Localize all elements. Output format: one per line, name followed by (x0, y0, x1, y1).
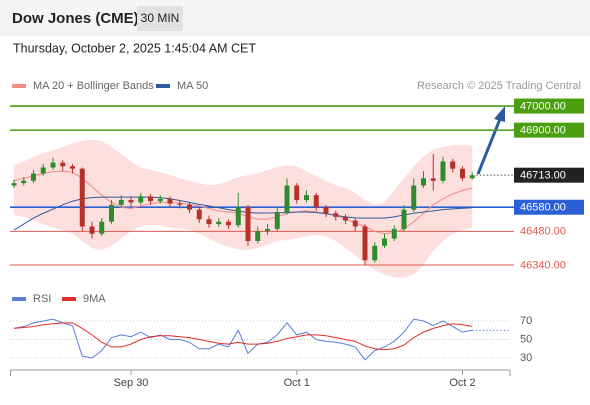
candle-body (216, 221, 222, 225)
candle-body (274, 212, 280, 229)
datetime: Thursday, October 2, 2025 1:45:04 AM CET (13, 41, 256, 55)
x-tick-label: Oct 2 (449, 377, 475, 389)
candle-body (265, 228, 270, 232)
candle-body (450, 161, 456, 169)
x-tick-label: Oct 1 (284, 377, 310, 389)
candle-body (40, 167, 46, 174)
indicator-line (13, 318, 473, 361)
legend-label: MA 50 (177, 80, 208, 92)
candle-body (235, 207, 241, 226)
level-label-box (514, 98, 584, 114)
candle-body (196, 209, 202, 220)
candle-body (343, 216, 348, 221)
candle-body (226, 221, 231, 226)
candle-body (157, 198, 163, 202)
legend-swatch (12, 84, 26, 88)
level-label: 46340.00 (520, 259, 566, 271)
candle-body (50, 162, 56, 168)
candle-body (70, 166, 75, 169)
level-label-box (514, 167, 584, 183)
title: Dow Jones (CME) (12, 10, 139, 27)
candle-body (304, 195, 309, 200)
legend-label: MA 20 + Bollinger Bands (33, 80, 154, 92)
legend-label: RSI (33, 293, 51, 305)
candle-body (177, 203, 183, 205)
candle-body (167, 198, 173, 204)
candle-body (148, 196, 153, 202)
candle-body (440, 161, 446, 181)
y-tick-label: 30 (520, 352, 532, 364)
legend-label: 9MA (83, 293, 106, 305)
candle-body (99, 221, 105, 234)
chart-layer: MA 20 + Bollinger Bands MA 50 Research © 2… (10, 80, 584, 389)
y-tick-label: 70 (520, 315, 532, 327)
candle-body (352, 220, 358, 227)
candle-body (372, 245, 378, 261)
ma-line (13, 196, 473, 231)
candle-body (11, 183, 17, 186)
y-tick-label: 50 (520, 333, 532, 345)
x-tick-label: Sep 30 (114, 377, 149, 389)
level-label: 46480.00 (520, 226, 566, 238)
candle-body (109, 204, 114, 222)
candle-body (187, 204, 192, 210)
candle-body (31, 173, 36, 181)
candle-body (460, 168, 465, 179)
candle-body (421, 178, 426, 186)
candle-body (382, 238, 387, 246)
indicator-line (13, 322, 473, 351)
candle-body (255, 231, 261, 241)
candle-body (469, 175, 475, 179)
candle-body (294, 185, 300, 200)
level-label: 46580.00 (520, 202, 566, 214)
forecast-arrow (476, 118, 502, 175)
bollinger-band (14, 139, 473, 279)
legend-swatch (156, 84, 170, 88)
candle-body (79, 168, 85, 227)
level-label: 47000.00 (520, 100, 566, 112)
header-bar (0, 0, 590, 36)
level-label: 46900.00 (520, 125, 566, 137)
candle-body (138, 196, 144, 203)
candle-body (430, 178, 436, 181)
candle-body (21, 180, 27, 184)
forecast-arrowhead (494, 106, 505, 122)
candle-body (89, 226, 95, 234)
candle-body (284, 185, 290, 213)
candle-body (401, 209, 407, 229)
legend-swatch (62, 297, 76, 301)
candle-body (362, 226, 368, 261)
candle-body (391, 228, 397, 239)
timeframe-box[interactable] (137, 6, 183, 31)
level-label-box (514, 122, 584, 138)
candle-body (313, 195, 319, 208)
candle-body (323, 207, 329, 214)
candle-body (128, 200, 134, 203)
level-label: 46713.00 (520, 170, 566, 182)
candle-body (411, 185, 417, 210)
candle-body (206, 219, 212, 225)
credit: Research © 2025 Trading Central (417, 80, 581, 92)
candle-body (333, 213, 339, 217)
candle-body (245, 207, 251, 241)
legend-swatch (12, 297, 26, 301)
candle-body (60, 162, 66, 167)
level-label-box (514, 199, 584, 215)
candle-body (118, 200, 124, 205)
timeframe[interactable]: 30 MIN (141, 11, 180, 25)
